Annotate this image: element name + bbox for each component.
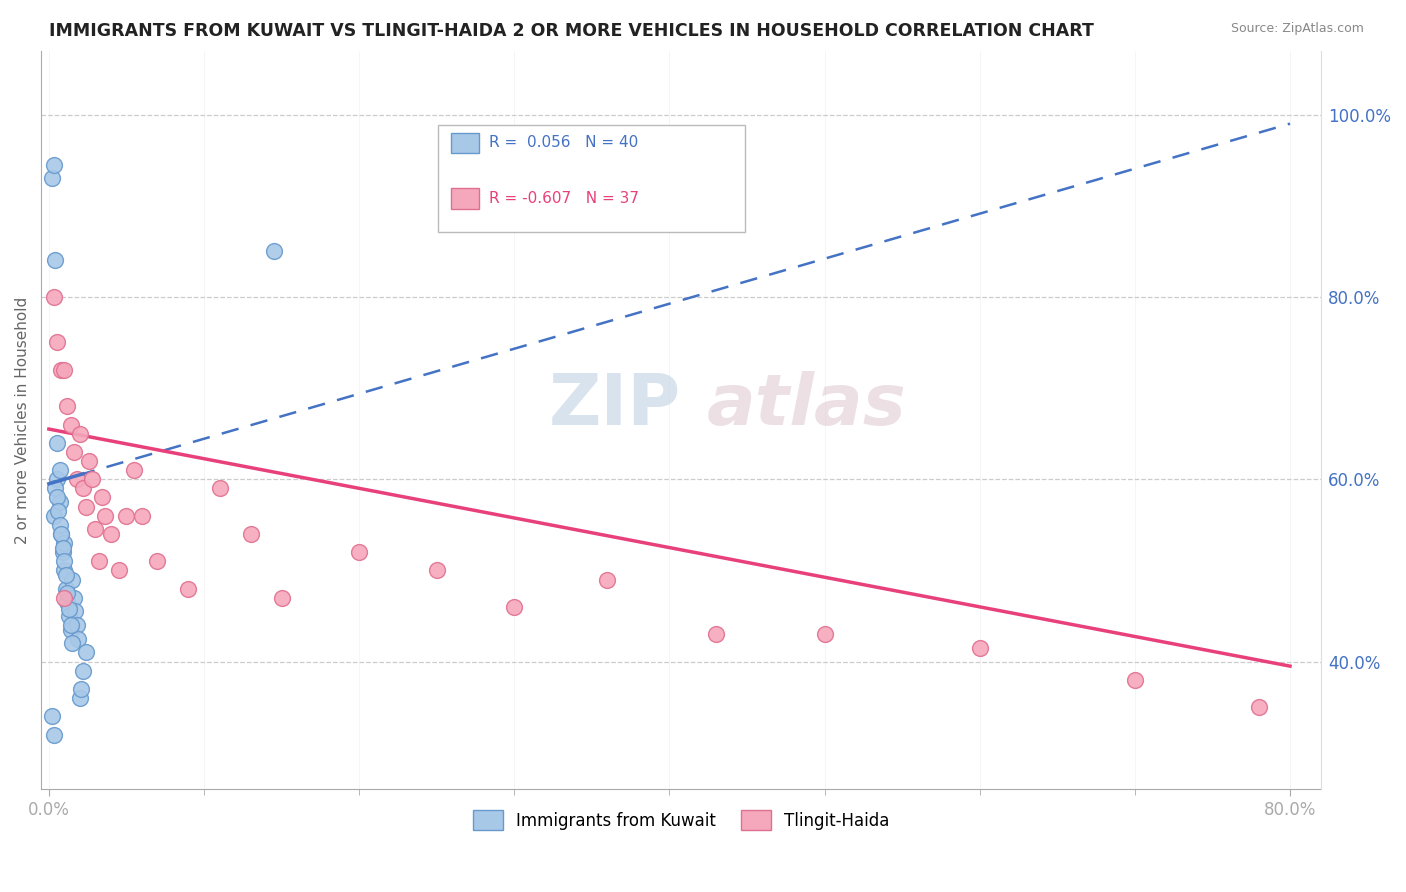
- Y-axis label: 2 or more Vehicles in Household: 2 or more Vehicles in Household: [15, 296, 30, 543]
- Point: [53, 591, 76, 605]
- Point: [503, 599, 526, 614]
- Point: [60, 636, 83, 650]
- Point: [93, 508, 115, 523]
- Point: [46, 504, 69, 518]
- Point: [87, 554, 110, 568]
- Point: [59, 417, 82, 432]
- Point: [42, 290, 65, 304]
- Point: [69, 426, 91, 441]
- Point: [45, 491, 67, 505]
- Text: atlas: atlas: [707, 371, 907, 440]
- Point: [596, 573, 619, 587]
- Point: [51, 363, 73, 377]
- Legend: Immigrants from Kuwait, Tlingit-Haida: Immigrants from Kuwait, Tlingit-Haida: [465, 804, 896, 837]
- Point: [58, 601, 80, 615]
- Point: [52, 545, 75, 559]
- Point: [41, 171, 63, 186]
- Point: [75, 645, 97, 659]
- Point: [70, 681, 93, 696]
- Point: [48, 495, 70, 509]
- Point: [72, 481, 94, 495]
- Text: ZIP: ZIP: [548, 371, 681, 440]
- Point: [270, 591, 292, 605]
- Point: [77, 454, 100, 468]
- Point: [48, 463, 70, 477]
- Point: [69, 691, 91, 706]
- Point: [146, 554, 169, 568]
- Point: [90, 491, 112, 505]
- Point: [56, 595, 79, 609]
- Point: [208, 481, 231, 495]
- Point: [177, 582, 200, 596]
- Point: [52, 541, 75, 555]
- Point: [51, 527, 73, 541]
- Point: [59, 623, 82, 637]
- Point: [42, 158, 65, 172]
- Point: [1247, 700, 1270, 714]
- Point: [59, 618, 82, 632]
- Point: [131, 508, 153, 523]
- Point: [56, 399, 79, 413]
- Text: Source: ZipAtlas.com: Source: ZipAtlas.com: [1230, 22, 1364, 36]
- Point: [45, 435, 67, 450]
- Point: [51, 527, 73, 541]
- Point: [347, 545, 370, 559]
- Point: [55, 582, 77, 596]
- Point: [704, 627, 727, 641]
- Text: R = -0.607   N = 37: R = -0.607 N = 37: [489, 191, 640, 206]
- Point: [53, 536, 76, 550]
- Point: [60, 573, 83, 587]
- Point: [67, 632, 90, 646]
- Point: [100, 527, 122, 541]
- Point: [58, 609, 80, 624]
- Point: [45, 335, 67, 350]
- Point: [122, 463, 145, 477]
- Point: [53, 363, 76, 377]
- Point: [62, 445, 84, 459]
- Point: [66, 472, 89, 486]
- Bar: [451, 133, 479, 153]
- Point: [48, 517, 70, 532]
- Point: [66, 618, 89, 632]
- Point: [62, 591, 84, 605]
- Point: [44, 481, 66, 495]
- Point: [72, 664, 94, 678]
- Point: [53, 554, 76, 568]
- Point: [41, 709, 63, 723]
- Point: [42, 727, 65, 741]
- Point: [84, 522, 107, 536]
- Text: IMMIGRANTS FROM KUWAIT VS TLINGIT-HAIDA 2 OR MORE VEHICLES IN HOUSEHOLD CORRELAT: IMMIGRANTS FROM KUWAIT VS TLINGIT-HAIDA …: [49, 22, 1094, 40]
- Point: [813, 627, 835, 641]
- FancyBboxPatch shape: [437, 125, 745, 232]
- Point: [53, 563, 76, 577]
- Point: [44, 253, 66, 268]
- Point: [82, 472, 104, 486]
- Point: [1123, 673, 1146, 687]
- Point: [107, 563, 129, 577]
- Point: [115, 508, 138, 523]
- Point: [65, 604, 87, 618]
- Point: [263, 244, 285, 259]
- Point: [426, 563, 449, 577]
- Point: [42, 508, 65, 523]
- Point: [969, 640, 991, 655]
- Point: [56, 586, 79, 600]
- Point: [239, 527, 262, 541]
- Bar: [451, 188, 479, 209]
- Point: [75, 500, 97, 514]
- Point: [55, 568, 77, 582]
- Point: [45, 472, 67, 486]
- Text: R =  0.056   N = 40: R = 0.056 N = 40: [489, 136, 638, 151]
